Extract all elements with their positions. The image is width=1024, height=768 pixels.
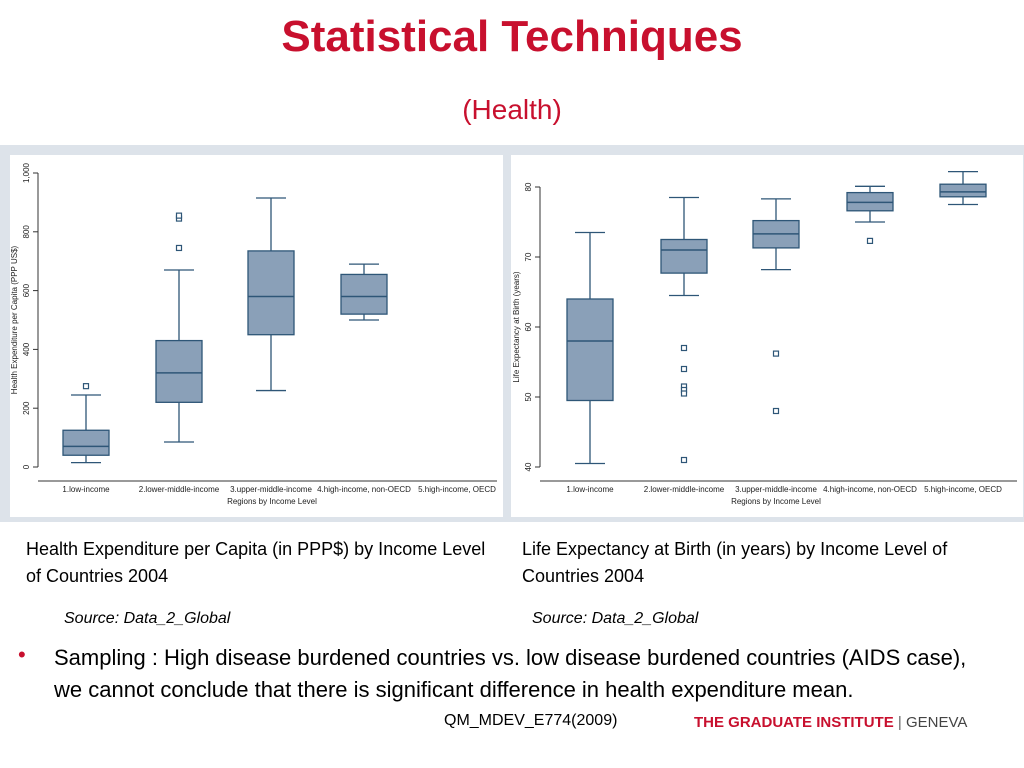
caption-right: Life Expectancy at Birth (in years) by I… — [522, 539, 948, 586]
x-category-label: 4.high-income, non-OECD — [823, 485, 917, 494]
y-tick-label: 60 — [524, 322, 533, 331]
box-group — [939, 170, 987, 206]
x-axis-label: Regions by Income Level — [731, 497, 821, 506]
box-iqr — [62, 429, 110, 456]
box-group — [660, 196, 708, 464]
y-tick-label: 800 — [22, 225, 31, 239]
y-axis-label: Health Expenditure per Capita (PPP US$) — [10, 245, 19, 394]
y-tick-label: 600 — [22, 283, 31, 297]
slide-subtitle: (Health) — [462, 94, 562, 125]
box-iqr — [660, 238, 708, 274]
y-tick-label: 0 — [22, 464, 31, 469]
box-iqr — [939, 183, 987, 198]
health-expenditure-box-plot: 0 200 400 600 800 1,000 Health Expenditure per… — [10, 155, 503, 517]
x-category-label: 5.high-income, OECD — [418, 485, 496, 494]
outlier-point — [866, 237, 874, 245]
box-group — [340, 263, 388, 321]
source-right: Source: Data_2_Global — [532, 610, 699, 627]
outlier-point — [772, 350, 780, 357]
logo-sub-text: GENEVA — [905, 714, 968, 731]
bullet-marker: • — [18, 642, 26, 667]
outlier-point — [680, 365, 688, 373]
source-left: Source: Data_2_Global — [64, 610, 231, 627]
institute-logo: THE GRADUATE INSTITUTE | GENEVA — [694, 714, 967, 731]
box-iqr — [566, 298, 614, 402]
bullet-text: Sampling : High disease burdened countri… — [54, 645, 967, 702]
outlier-point — [82, 383, 90, 390]
box-group — [155, 212, 203, 443]
x-category-label: 4.high-income, non-OECD — [317, 485, 411, 494]
x-axis-label: Regions by Income Level — [227, 497, 317, 506]
slide-title: Statistical Techniques — [281, 12, 743, 61]
box-group — [752, 198, 800, 415]
logo-main-text: THE GRADUATE INSTITUTE — [694, 714, 894, 731]
outlier-point — [680, 344, 688, 352]
x-category-label: 2.lower-middle-income — [644, 485, 725, 494]
box-group — [62, 383, 110, 464]
outlier-point — [680, 390, 688, 397]
life-expectancy-box-plot: 40 50 60 70 80 Life Expectancy at Birth (year… — [511, 155, 1023, 517]
y-tick-label: 40 — [524, 462, 533, 471]
outlier-point — [680, 456, 688, 464]
plot-area — [10, 155, 503, 517]
box-iqr — [340, 273, 388, 315]
y-tick-label: 200 — [22, 401, 31, 415]
y-tick-label: 50 — [524, 392, 533, 401]
box-iqr — [155, 339, 203, 403]
outlier-point — [175, 212, 183, 219]
x-category-label: 3.upper-middle-income — [735, 485, 817, 494]
y-tick-label: 80 — [524, 182, 533, 191]
box-iqr — [247, 250, 295, 336]
box-group — [247, 197, 295, 392]
x-category-label: 5.high-income, OECD — [924, 485, 1002, 494]
outlier-point — [175, 244, 183, 252]
x-category-label: 1.low-income — [566, 485, 614, 494]
caption-left: Health Expenditure per Capita (in PPP$) … — [26, 539, 486, 586]
x-category-label: 2.lower-middle-income — [139, 485, 220, 494]
outlier-point — [772, 407, 780, 415]
y-tick-label: 70 — [524, 252, 533, 261]
box-group — [566, 231, 614, 465]
y-tick-label: 400 — [22, 342, 31, 356]
footer-course-code: QM_MDEV_E774(2009) — [444, 712, 618, 729]
box-group — [846, 185, 894, 245]
logo-separator: | — [897, 714, 902, 731]
x-category-label: 1.low-income — [62, 485, 110, 494]
y-tick-label: 1,000 — [22, 162, 31, 183]
y-axis-label: Life Expectancy at Birth (years) — [512, 271, 521, 382]
x-category-label: 3.upper-middle-income — [230, 485, 312, 494]
